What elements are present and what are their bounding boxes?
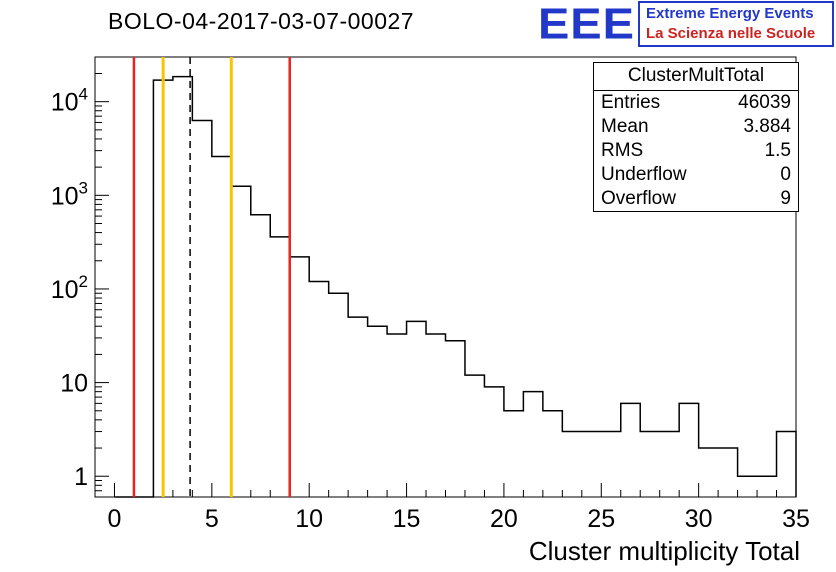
- x-axis-title: Cluster multiplicity Total: [528, 536, 800, 566]
- y-tick-label: 102: [51, 272, 88, 304]
- y-tick-label: 104: [51, 85, 88, 117]
- stats-value: 46039: [738, 92, 791, 113]
- x-tick-label: 0: [108, 505, 122, 533]
- x-tick-label: 25: [587, 505, 615, 533]
- logo-subtitle-1: Extreme Energy Events: [646, 5, 814, 22]
- stats-value: 1.5: [764, 140, 791, 161]
- logo-box: Extreme Energy Events La Scienza nelle S…: [638, 1, 834, 47]
- x-tick-label: 30: [685, 505, 713, 533]
- eee-logo: EEE Extreme Energy Events La Scienza nel…: [538, 1, 834, 47]
- stats-row-underflow: Underflow 0: [594, 163, 798, 187]
- stats-label: Underflow: [601, 164, 687, 185]
- y-tick-label: 1: [74, 463, 88, 491]
- x-tick-label: 15: [393, 505, 421, 533]
- x-tick-label: 35: [782, 505, 810, 533]
- x-tick-label: 10: [295, 505, 323, 533]
- x-tick-label: 20: [490, 505, 518, 533]
- stats-value: 9: [780, 188, 791, 209]
- stats-row-overflow: Overflow 9: [594, 187, 798, 211]
- logo-subtitle-2: La Scienza nelle Scuole: [646, 25, 816, 42]
- x-tick-label: 5: [205, 505, 219, 533]
- stats-box: ClusterMultTotal Entries 46039 Mean 3.88…: [593, 62, 799, 212]
- stats-value: 3.884: [743, 116, 791, 137]
- stats-label: RMS: [601, 140, 644, 161]
- page-title: BOLO-04-2017-03-07-00027: [108, 8, 415, 34]
- eee-acronym: EEE: [537, 0, 635, 48]
- stats-label: Mean: [601, 116, 649, 137]
- stats-label: Overflow: [601, 188, 676, 209]
- stats-title: ClusterMultTotal: [594, 63, 798, 91]
- stats-row-mean: Mean 3.884: [594, 115, 798, 139]
- stats-row-rms: RMS 1.5: [594, 139, 798, 163]
- y-tick-label: 103: [51, 178, 88, 210]
- y-tick-label: 10: [60, 370, 88, 398]
- stats-label: Entries: [601, 92, 661, 113]
- stats-row-entries: Entries 46039: [594, 91, 798, 115]
- stats-value: 0: [780, 164, 791, 185]
